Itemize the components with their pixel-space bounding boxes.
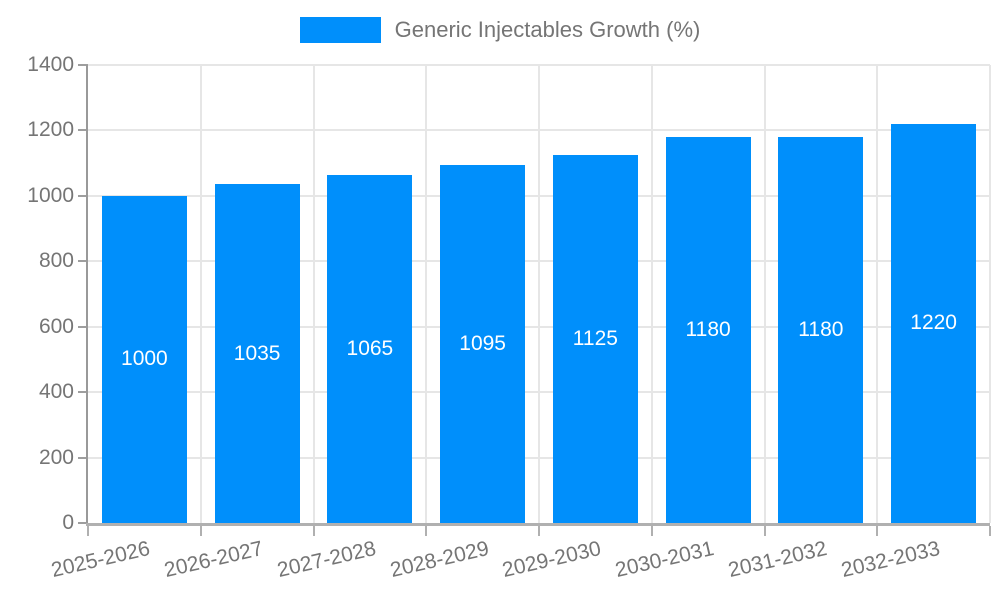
y-tick-label: 400 (38, 380, 74, 404)
bar[interactable] (552, 154, 638, 523)
bar[interactable] (214, 184, 300, 523)
y-axis-tick (78, 522, 88, 524)
gridline-vertical (989, 65, 991, 523)
y-tick-label: 200 (38, 445, 74, 469)
y-axis-tick (78, 325, 88, 328)
gridline-vertical (312, 65, 315, 523)
bar-value-label: 1220 (910, 311, 957, 335)
gridline-vertical (425, 65, 428, 523)
legend-label: Generic Injectables Growth (%) (394, 17, 701, 42)
gridline-vertical (763, 65, 766, 523)
legend[interactable]: Generic Injectables Growth (%) (0, 17, 1000, 43)
bar-value-label: 1095 (459, 331, 506, 355)
x-axis-tick (876, 526, 879, 536)
x-axis-tick (199, 526, 202, 536)
x-axis-line (86, 523, 990, 526)
y-axis-tick (78, 64, 88, 66)
y-axis-line (86, 65, 88, 525)
y-axis-tick (78, 456, 88, 459)
y-tick-label: 0 (62, 511, 74, 534)
x-axis-tick (989, 526, 991, 536)
gridline-vertical (538, 65, 540, 523)
bar[interactable] (440, 164, 526, 523)
y-axis-tick (78, 194, 88, 197)
x-axis-tick (425, 526, 428, 536)
bar-value-label: 1180 (685, 317, 731, 341)
y-tick-label: 600 (38, 314, 74, 338)
bar-value-label: 1065 (346, 336, 394, 360)
x-axis-tick (650, 526, 653, 536)
gridline-vertical (876, 65, 879, 523)
bar[interactable] (891, 123, 977, 523)
gridline-vertical (650, 65, 653, 523)
x-axis-tick (312, 526, 315, 536)
legend-swatch (299, 17, 381, 43)
y-axis-tick (78, 260, 88, 263)
bar-value-label: 1125 (572, 326, 618, 350)
y-tick-label: 1200 (27, 118, 74, 142)
bar-value-label: 1000 (121, 347, 168, 371)
gridline-vertical (199, 65, 202, 523)
bar-value-label: 1180 (798, 317, 844, 341)
y-tick-label: 1000 (27, 183, 74, 207)
y-axis-tick (78, 129, 88, 132)
bar-value-label: 1035 (233, 341, 281, 365)
x-axis-tick (538, 526, 540, 536)
bar[interactable] (101, 195, 187, 523)
y-tick-label: 1400 (27, 53, 74, 76)
x-axis-tick (763, 526, 766, 536)
x-axis-tick (87, 526, 89, 536)
y-tick-label: 800 (38, 249, 74, 273)
bar[interactable] (327, 174, 413, 523)
y-axis-tick (78, 391, 88, 394)
bar[interactable] (778, 136, 864, 523)
bar[interactable] (665, 136, 751, 523)
